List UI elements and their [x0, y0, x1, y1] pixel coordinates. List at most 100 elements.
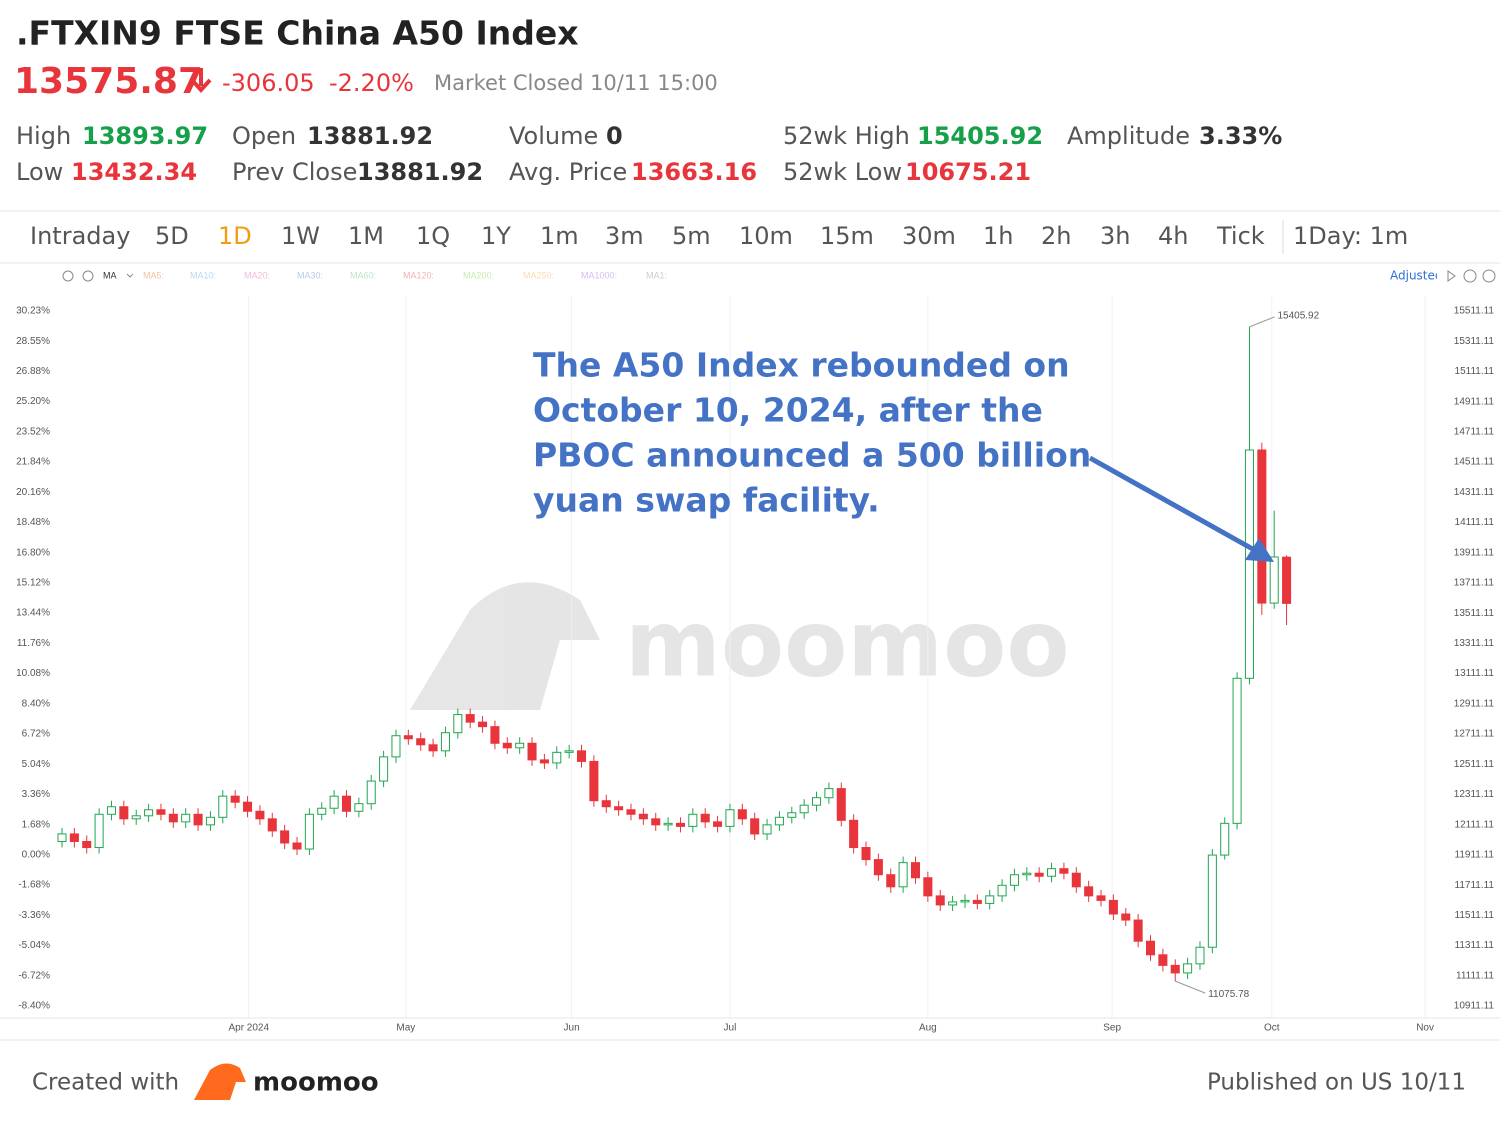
- y2-tick-label: 14311.11: [1454, 487, 1495, 498]
- tab[interactable]: Intraday: [30, 222, 130, 250]
- tab[interactable]: 5D: [155, 222, 189, 250]
- candle-body: [564, 750, 574, 753]
- candle-body: [910, 862, 921, 879]
- tab-bar: Intraday 5D 1D 1W 1M 1Q 1Y 1m 3m 5m 10m 15m 30m 1h 2h 3…: [30, 222, 1408, 250]
- icon-backdrop: [1437, 266, 1500, 286]
- candle-body: [539, 759, 549, 764]
- candle-body: [601, 800, 611, 808]
- y-tick-label: 18.48%: [16, 517, 50, 528]
- y-tick-label: 30.23%: [16, 306, 50, 317]
- close-icon[interactable]: [82, 270, 94, 282]
- candle-body: [960, 899, 970, 903]
- candle-body: [836, 788, 846, 821]
- candle-body: [144, 809, 154, 817]
- price: 13575.87: [14, 61, 203, 102]
- y-tick-label: 1.68%: [22, 819, 50, 830]
- candle-body: [1220, 822, 1230, 856]
- y-tick-label: 28.55%: [16, 336, 50, 347]
- y-tick-label: 3.36%: [22, 789, 50, 800]
- ma-label: MA10:: [190, 270, 216, 280]
- tab[interactable]: 30m: [902, 222, 956, 250]
- candle-body: [985, 895, 995, 904]
- watermark-text: moomoo: [625, 590, 1070, 697]
- candle-body: [1282, 556, 1292, 604]
- published: Published on US 10/11: [1207, 1070, 1466, 1096]
- y-tick-label: 6.72%: [22, 729, 50, 740]
- tab[interactable]: 10m: [739, 222, 793, 250]
- x-tick-label: Jun: [564, 1023, 580, 1034]
- candle-body: [1269, 556, 1279, 604]
- ma-label: MA200:: [463, 270, 494, 280]
- stat-value: 13663.16: [631, 158, 757, 186]
- tab[interactable]: 4h: [1158, 222, 1188, 250]
- candle-body: [614, 806, 624, 811]
- candle-body: [193, 813, 203, 826]
- tab[interactable]: 1m: [540, 222, 579, 250]
- y2-tick-label: 12311.11: [1454, 789, 1495, 800]
- y-tick-label: 0.00%: [22, 850, 50, 861]
- candle-body: [1232, 677, 1242, 824]
- arrow-head: [1245, 538, 1274, 562]
- candle-body: [824, 788, 834, 799]
- candle-body: [923, 877, 933, 897]
- indicator-selected[interactable]: MA: [103, 270, 117, 280]
- zoom-in-icon[interactable]: [1482, 269, 1496, 283]
- y-tick-label: -8.40%: [18, 1001, 50, 1012]
- ma-label: MA30:: [297, 270, 323, 280]
- settings-icon[interactable]: [62, 270, 74, 282]
- candle-body: [849, 819, 859, 849]
- tab[interactable]: 1Y: [481, 222, 511, 250]
- tab[interactable]: 1Q: [416, 222, 450, 250]
- candle-body: [57, 833, 67, 842]
- stat-label: Amplitude: [1067, 122, 1190, 150]
- y2-tick-label: 14711.11: [1454, 427, 1495, 438]
- candle-body: [205, 816, 215, 826]
- tab[interactable]: 1h: [983, 222, 1013, 250]
- y-tick-label: -1.68%: [18, 880, 50, 891]
- candle-body: [218, 795, 228, 818]
- tab[interactable]: 1M: [348, 222, 384, 250]
- y2-tick-label: 12711.11: [1454, 729, 1495, 740]
- candle-body: [861, 847, 871, 861]
- adjust-button[interactable]: Adjustec: [1390, 269, 1442, 283]
- zoom-out-icon[interactable]: [1463, 269, 1477, 283]
- stat-label: Low: [16, 158, 63, 186]
- tab[interactable]: 1W: [281, 222, 320, 250]
- brand-logo: [194, 1063, 246, 1100]
- y2-tick-label: 10911.11: [1454, 1001, 1495, 1012]
- y-tick-label: 15.12%: [16, 577, 50, 588]
- stat-value: 3.33%: [1199, 122, 1282, 150]
- ma-label: MA60:: [350, 270, 376, 280]
- candle-body: [119, 806, 129, 820]
- candle-body: [490, 726, 500, 744]
- stat-label: Avg. Price: [509, 158, 627, 186]
- ma-legend: MA5: MA10: MA20: MA30: MA60: MA120: MA200: MA25…: [143, 270, 667, 280]
- min-label: 11075.78: [1208, 989, 1249, 1000]
- tab[interactable]: 3m: [605, 222, 644, 250]
- candle-body: [428, 744, 438, 752]
- y-tick-label: 10.08%: [16, 668, 50, 679]
- play-icon[interactable]: [1447, 270, 1456, 282]
- y-tick-label: 21.84%: [16, 457, 50, 468]
- tab[interactable]: Tick: [1216, 222, 1265, 250]
- candle-body: [255, 810, 265, 820]
- tab[interactable]: 15m: [820, 222, 874, 250]
- candle-body: [638, 813, 648, 820]
- y-tick-label: 11.76%: [17, 638, 50, 649]
- candle-body: [997, 884, 1007, 897]
- candle-body: [886, 874, 896, 888]
- candle-body: [626, 809, 636, 815]
- candle-body: [1059, 868, 1069, 874]
- y2-tick-label: 12511.11: [1454, 759, 1495, 770]
- tab[interactable]: 2h: [1041, 222, 1071, 250]
- candle-body: [700, 813, 710, 823]
- candle-body: [94, 813, 104, 849]
- tab[interactable]: 3h: [1100, 222, 1130, 250]
- candle-body: [1022, 872, 1032, 876]
- candle-body: [304, 813, 314, 850]
- tab[interactable]: 5m: [672, 222, 711, 250]
- tab[interactable]: 1Day: 1m: [1293, 222, 1408, 250]
- candle-body: [1071, 872, 1081, 888]
- tab[interactable]: 1D: [218, 222, 252, 250]
- y2-tick-label: 12111.11: [1455, 819, 1495, 830]
